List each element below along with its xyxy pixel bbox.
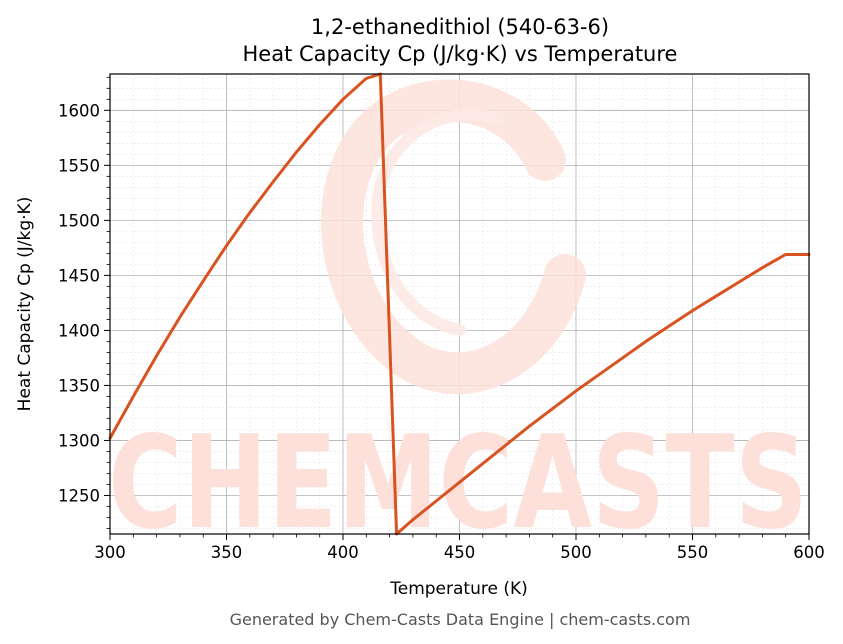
y-tick-label: 1450: [58, 266, 100, 285]
y-tick-label: 1400: [58, 321, 100, 340]
y-tick-label: 1250: [58, 486, 100, 505]
x-tick-label: 600: [793, 543, 825, 562]
x-tick-label: 400: [327, 543, 359, 562]
series-line: [108, 72, 811, 536]
x-tick-label: 550: [677, 543, 709, 562]
x-tick-label: 350: [211, 543, 243, 562]
y-axis-label: Heat Capacity Cp (J/kg·K): [15, 197, 35, 412]
chart-title-line1: 1,2-ethanedithiol (540-63-6): [311, 15, 609, 39]
y-tick-label: 1500: [58, 211, 100, 230]
y-tick-label: 1550: [58, 156, 100, 175]
footer-credit: Generated by Chem-Casts Data Engine | ch…: [230, 610, 691, 629]
y-tick-label: 1350: [58, 376, 100, 395]
x-tick-label: 500: [560, 543, 592, 562]
series: [108, 72, 811, 536]
y-tick-label: 1600: [58, 101, 100, 120]
chart-title-line2: Heat Capacity Cp (J/kg·K) vs Temperature: [243, 42, 678, 66]
x-tick-label: 450: [444, 543, 476, 562]
watermark-logo: [321, 79, 586, 395]
tick-labels: 300 350 400 450 500 550 600 1250 1300 1350 1400 145…: [58, 101, 825, 562]
y-tick-label: 1300: [58, 431, 100, 450]
x-axis-label: Temperature (K): [389, 579, 528, 599]
plot-frame: [109, 73, 810, 535]
x-tick-label: 300: [94, 543, 126, 562]
